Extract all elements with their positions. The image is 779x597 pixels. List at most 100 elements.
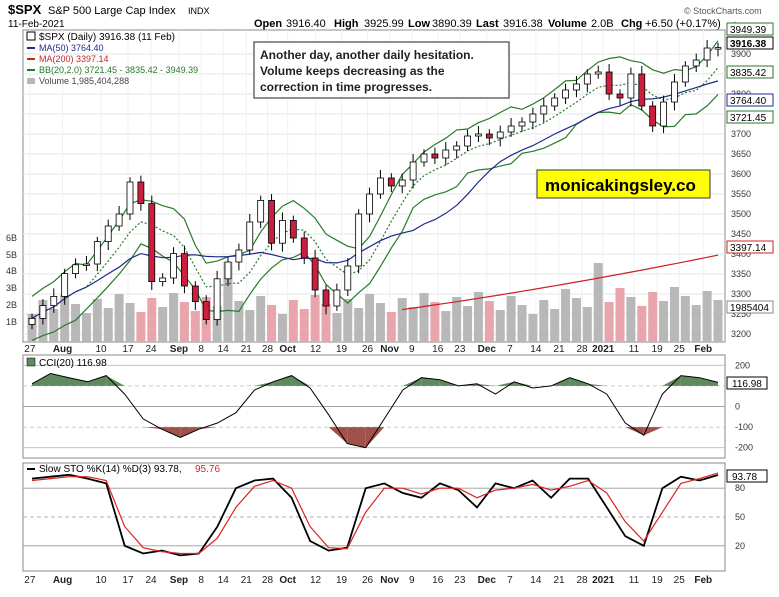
- x-tick-label-bottom: 9: [409, 575, 415, 586]
- x-tick-label: 19: [336, 344, 348, 355]
- volume-bar: [136, 312, 146, 342]
- sto-grid: [23, 487, 725, 547]
- x-tick-label: Feb: [694, 344, 712, 355]
- volume-bar: [550, 309, 560, 342]
- volume-bar: [299, 309, 309, 342]
- volume-bar: [441, 311, 451, 342]
- cci-tick-label: 200: [735, 360, 750, 370]
- candle-body: [28, 317, 36, 325]
- volume-bar: [234, 301, 244, 342]
- volume-bar: [637, 306, 647, 342]
- cci-positive-fill: [87, 375, 107, 386]
- volume-tick-label: 3B: [6, 283, 17, 293]
- candle-body: [681, 65, 689, 83]
- candle-body: [431, 153, 439, 159]
- cci-negative-fill: [328, 427, 348, 444]
- chg-label: Chg: [621, 18, 642, 30]
- tag-last: 3916.38: [730, 39, 767, 50]
- sto-tick-label: 20: [735, 541, 745, 551]
- volume-bar: [539, 300, 549, 342]
- volume-tick-label: 4B: [6, 266, 17, 276]
- candle-body: [279, 219, 286, 244]
- sto-k-line: [31, 473, 719, 557]
- volume-bar: [169, 293, 179, 342]
- tag-bb-mid: 3835.42: [730, 68, 767, 79]
- candle-body: [83, 263, 90, 266]
- candle-body: [39, 305, 47, 319]
- sto-tick-label: 50: [735, 512, 745, 522]
- volume-bar: [517, 305, 527, 342]
- x-tick-label-bottom: 2021: [592, 575, 615, 586]
- candle-body: [583, 73, 591, 85]
- price-tick-label: 3300: [731, 289, 751, 299]
- bb-upper-line: [31, 40, 719, 297]
- annotation-frame: [253, 41, 510, 99]
- x-tick-label-bottom: 11: [629, 575, 640, 586]
- x-tick-label-bottom: Feb: [694, 575, 712, 586]
- candle-body: [464, 135, 471, 147]
- x-tick-label: 7: [507, 344, 513, 355]
- ma200-line: [402, 254, 719, 311]
- cci-positive-fill: [588, 383, 607, 386]
- x-axis-price: 27 Aug 10 17 24 Sep 8 14 21 28 Oct 12 19 26 Nov 9 16 23 De…: [24, 344, 712, 355]
- cci-negative-fill: [365, 427, 385, 448]
- cci-positive-fill: [402, 377, 422, 386]
- sto-d-line: [31, 472, 719, 555]
- candle-body: [551, 97, 559, 107]
- x-tick-label-bottom: 17: [122, 575, 134, 586]
- volume-bar: [223, 262, 233, 342]
- volume-label: Volume: [548, 18, 587, 30]
- cci-negative-fill: [643, 427, 663, 436]
- x-tick-label-bottom: 24: [146, 575, 158, 586]
- volume-bar: [332, 313, 342, 342]
- volume-tick-label: 1B: [6, 317, 17, 327]
- candle-body: [257, 199, 265, 223]
- cci-positive-fill: [254, 381, 274, 386]
- tag-bb-upper: 3949.39: [730, 25, 767, 36]
- x-tick-label: 14: [530, 344, 542, 355]
- candles: [28, 40, 722, 330]
- x-tick-label-bottom: Sep: [170, 575, 188, 586]
- volume-bar: [528, 314, 538, 342]
- legend-ma200: MA(200) 3397.14: [39, 54, 109, 64]
- candle-body: [355, 213, 363, 267]
- candle-body: [703, 47, 711, 61]
- x-tick-label: 2021: [592, 344, 615, 355]
- volume-tick-label: 6B: [6, 233, 17, 243]
- candle-body: [366, 193, 373, 215]
- volume-bar: [267, 305, 277, 342]
- tag-bb-lower-frame: [726, 110, 774, 124]
- candle-body: [61, 273, 69, 297]
- volume-bar: [582, 307, 592, 342]
- ma50-line: [31, 80, 719, 319]
- x-tick-label: 17: [122, 344, 134, 355]
- price-tick-label: 3700: [731, 129, 751, 139]
- volume-tick-label: 2B: [6, 300, 17, 310]
- x-tick-label: 16: [432, 344, 444, 355]
- volume-bar: [256, 296, 266, 342]
- candle-body: [202, 301, 210, 321]
- candle-body: [191, 285, 199, 303]
- volume-bar: [604, 302, 614, 342]
- x-tick-label-bottom: 7: [507, 575, 513, 586]
- x-tick-label-bottom: 26: [362, 575, 374, 586]
- exchange-label: INDX: [188, 6, 210, 16]
- chg-value: +6.50 (+0.17%): [645, 18, 721, 30]
- x-tick-label: 21: [241, 344, 253, 355]
- candle-body: [442, 149, 450, 159]
- x-tick-label: 21: [553, 344, 565, 355]
- candle-body: [420, 153, 428, 163]
- volume-bar: [615, 288, 625, 342]
- price-tick-label: 3400: [731, 249, 751, 259]
- cci-positive-fill: [476, 383, 496, 386]
- cci-positive-fill: [514, 381, 533, 386]
- x-tick-label-bottom: 14: [530, 575, 542, 586]
- volume-bar: [419, 293, 429, 342]
- tag-ma50-frame: [726, 93, 774, 107]
- candle-body: [649, 105, 657, 127]
- volume-bar: [321, 304, 331, 342]
- annotation-line3: correction in time progresses.: [260, 80, 432, 94]
- legend-volume: Volume 1,985,404,288: [39, 76, 129, 86]
- sto-lines: [31, 472, 719, 557]
